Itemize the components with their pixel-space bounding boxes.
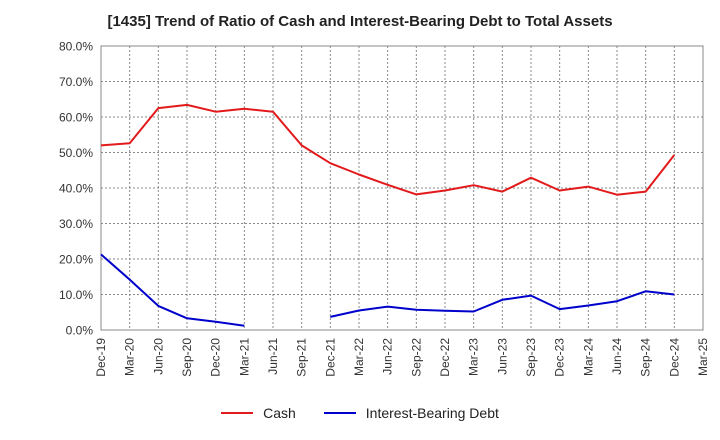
x-tick-label: Dec-22: [438, 338, 452, 377]
x-tick-label: Mar-20: [123, 338, 137, 376]
legend-label-interest-bearing-debt: Interest-Bearing Debt: [365, 405, 499, 421]
y-tick-label: 10.0%: [59, 288, 93, 302]
axis-layer: 0.0% 10.0% 20.0% 30.0% 40.0% 50.0% 60.0% 70.0% 8…: [59, 40, 710, 377]
y-tick-label: 70.0%: [59, 75, 93, 89]
x-tick-label: Jun-23: [495, 338, 509, 375]
x-tick-label: Jun-20: [151, 338, 165, 375]
y-tick-label: 30.0%: [59, 217, 93, 231]
series-line-interest-bearing-debt: [330, 290, 675, 318]
x-tick-label: Sep-22: [409, 338, 423, 377]
x-tick-label: Dec-24: [667, 338, 681, 377]
legend-item-interest-bearing-debt: Interest-Bearing Debt: [323, 405, 499, 421]
legend-swatch-cash: [221, 412, 254, 414]
x-tick-label: Sep-24: [639, 338, 653, 377]
series-line-cash: [100, 103, 676, 196]
x-tick-label: Mar-24: [581, 338, 595, 376]
x-tick-label: Jun-24: [610, 338, 624, 375]
x-tick-label: Mar-23: [467, 338, 481, 376]
legend: Cash Interest-Bearing Debt: [0, 405, 720, 421]
series-line-interest-bearing-debt: [100, 253, 245, 327]
x-tick-label: Dec-21: [323, 338, 337, 377]
legend-swatch-interest-bearing-debt: [323, 412, 356, 414]
grid-layer: [100, 45, 704, 331]
legend-label-cash: Cash: [263, 405, 296, 421]
x-tick-label: Dec-20: [209, 338, 223, 377]
y-tick-label: 60.0%: [59, 111, 93, 125]
x-tick-label: Jun-21: [266, 338, 280, 375]
chart-title: [1435] Trend of Ratio of Cash and Intere…: [107, 13, 613, 30]
x-tick-label: Mar-21: [237, 338, 251, 376]
y-tick-label: 80.0%: [59, 40, 93, 54]
x-tick-label: Mar-25: [696, 338, 710, 376]
series-layer: [100, 103, 676, 327]
y-tick-label: 50.0%: [59, 146, 93, 160]
x-tick-label: Sep-21: [295, 338, 309, 377]
y-tick-label: 20.0%: [59, 253, 93, 267]
y-tick-label: 0.0%: [66, 324, 94, 338]
x-tick-label: Dec-23: [553, 338, 567, 377]
x-tick-label: Mar-22: [352, 338, 366, 376]
x-tick-label: Sep-20: [180, 338, 194, 377]
x-tick-label: Dec-19: [94, 338, 108, 377]
x-tick-label: Jun-22: [381, 338, 395, 375]
y-tick-label: 40.0%: [59, 182, 93, 196]
legend-item-cash: Cash: [221, 405, 296, 421]
x-tick-label: Sep-23: [524, 338, 538, 377]
